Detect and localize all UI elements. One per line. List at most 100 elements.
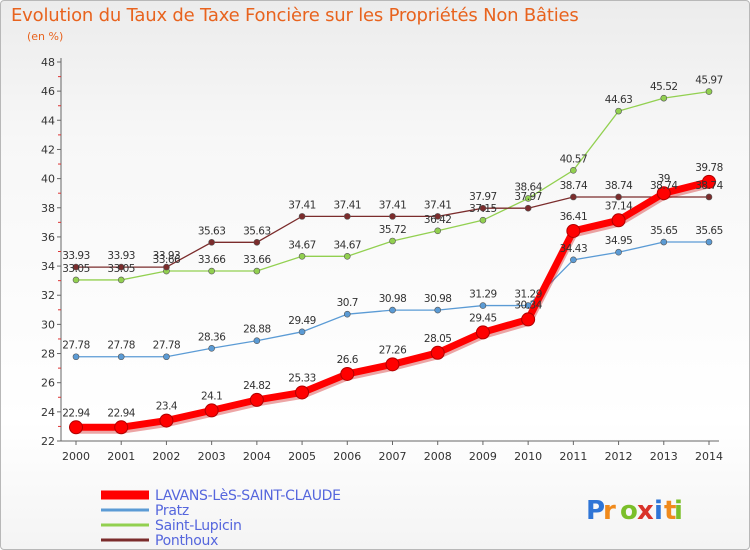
data-label: 34.43 [560,243,588,255]
data-point [208,344,215,352]
x-tick-label: 2011 [559,450,587,463]
data-label: 37.15 [469,203,497,215]
logo-letter: t [664,496,676,526]
data-label: 39 [658,173,670,185]
x-tick-label: 2005 [288,450,316,463]
x-tick-label: 2003 [198,450,226,463]
data-label: 30.34 [514,299,542,311]
data-point [660,94,668,102]
data-point [343,310,351,318]
data-point [570,193,577,201]
data-label: 38.64 [514,181,542,193]
data-point [208,267,215,275]
data-label: 38.74 [560,180,588,192]
x-tick-label: 2006 [333,450,361,463]
data-label: 37.41 [379,199,407,211]
x-tick-label: 2007 [379,450,407,463]
series-lavans-l-s-saint-claude [69,174,716,435]
data-point [343,213,351,220]
data-label: 35.72 [379,224,407,236]
y-tick-label: 24 [41,406,55,419]
legend-item: Ponthoux [101,533,218,549]
data-point [163,263,170,271]
legend-label: Pratz [155,503,189,519]
data-point [249,392,264,407]
data-label: 37.14 [605,200,633,212]
data-label: 22.94 [62,407,90,419]
legend-label: Ponthoux [155,533,218,549]
data-point [72,276,80,284]
data-label: 30.98 [379,293,407,305]
logo-letter: r [603,496,616,526]
data-point [389,306,396,314]
data-point [521,312,536,327]
data-label: 33.05 [107,263,135,275]
data-label: 27.78 [107,340,135,352]
data-point [340,366,355,381]
x-tick-label: 2008 [424,450,452,463]
chart-axes: 22 24 26 28 30 32 34 36 38 40 42 44 46 48 2000 2001 2002… [41,56,723,463]
data-point [298,328,306,336]
data-point [570,167,577,174]
data-point [343,253,351,260]
data-point [389,237,396,245]
data-point [72,263,80,271]
data-point [208,239,215,246]
data-label: 37.97 [469,191,497,203]
data-point [615,248,622,256]
proxiti-logo: Pr o x i ti [586,496,683,526]
x-tick-label: 2014 [695,450,723,463]
x-tick-label: 2010 [514,450,542,463]
y-tick-label: 36 [41,231,55,244]
data-point [434,306,442,314]
data-label: 29.49 [288,315,316,327]
logo-letter: o [620,496,638,526]
logo-letter: P [586,496,605,526]
data-point [524,302,532,309]
data-label: 38.74 [695,180,723,192]
data-point [705,238,713,246]
data-label: 33.93 [153,250,181,262]
chart-title: Evolution du Taux de Taxe Foncière sur l… [11,5,579,26]
data-point [434,213,442,220]
data-point [615,193,622,201]
data-point [615,107,622,115]
data-label: 22.94 [107,407,135,419]
data-label: 25.33 [288,372,316,384]
data-point [479,216,487,224]
data-point [117,263,125,271]
data-label: 45.52 [650,81,678,93]
data-point [204,403,219,418]
data-point [163,353,170,361]
data-label: 36.42 [424,214,452,226]
data-point [570,256,577,264]
data-point [430,345,445,360]
data-label: 45.97 [695,75,723,87]
legend-item: Pratz [101,503,189,519]
data-point [389,213,396,220]
logo-letter: i [674,496,683,526]
data-label: 33.66 [243,254,271,266]
x-tick-label: 2004 [243,450,271,463]
y-tick-label: 44 [41,114,55,127]
data-label: 33.66 [153,254,181,266]
data-label: 44.63 [605,94,633,106]
legend-label: Saint-Lupicin [155,518,242,534]
chart-legend: LAVANS-LèS-SAINT-CLAUDEPratzSaint-Lupici… [101,488,341,549]
legend-item: LAVANS-LèS-SAINT-CLAUDE [101,488,341,504]
data-label: 33.93 [62,250,90,262]
series-ponthoux [72,193,713,271]
y-tick-label: 30 [41,318,55,331]
series-pratz [72,238,713,361]
y-tick-label: 38 [41,202,55,215]
data-label: 28.88 [243,324,271,336]
x-tick-label: 2012 [605,450,633,463]
chart-series-layer [69,88,716,435]
data-point [253,337,261,345]
data-label: 26.6 [337,354,359,366]
data-label: 39.78 [695,162,723,174]
data-point [298,253,306,260]
data-point [611,213,626,228]
data-label: 34.95 [605,235,633,247]
